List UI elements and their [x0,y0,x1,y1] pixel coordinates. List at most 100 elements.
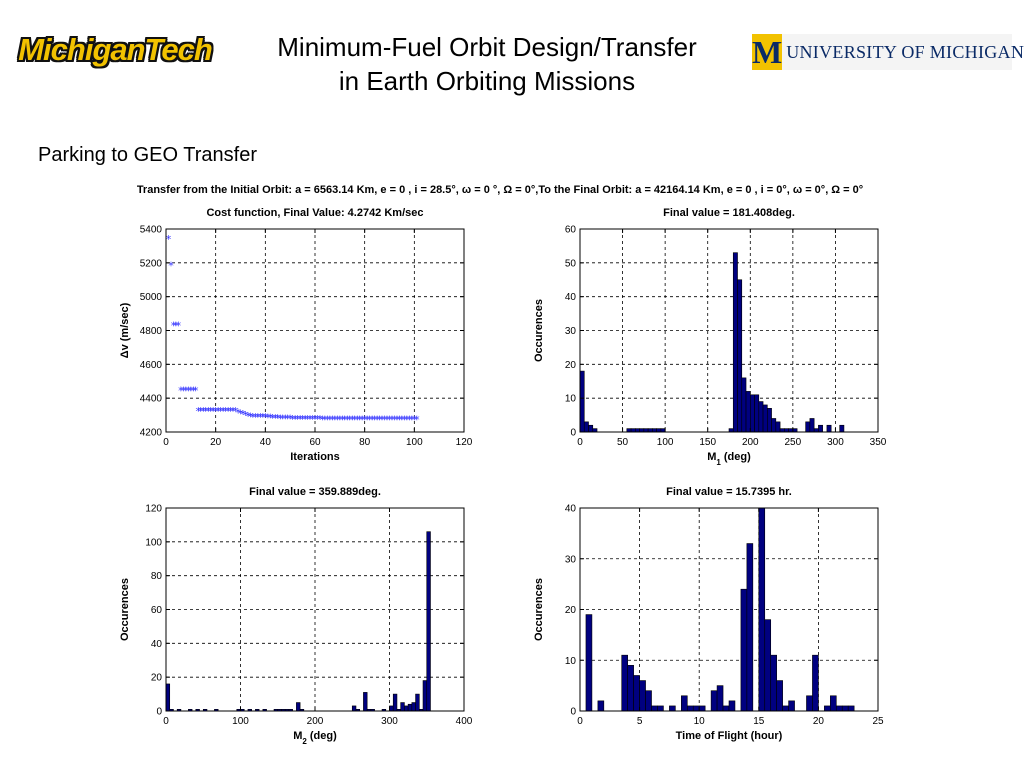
m2-ytick-label: 80 [151,571,163,582]
cost-point: * [218,405,224,418]
tof-ytick-label: 40 [565,504,577,515]
cost-point: * [280,412,286,425]
cost-point: * [392,413,398,426]
plot-title-tof: Final value = 15.7395 hr. [666,486,792,498]
tof-bar [633,675,640,712]
cost-point: * [330,413,336,426]
tof-bar [746,543,754,712]
cost-point: * [181,385,187,398]
cost-xtick-label: 100 [406,437,423,448]
m1-bar [639,428,645,433]
m1-xtick-label: 150 [699,437,716,448]
cost-point: * [260,411,266,424]
cost-point: * [285,412,291,425]
cost-point: * [322,413,328,426]
cost-ylabel: Δv (m/sec) [119,302,131,358]
cost-point: * [369,413,375,426]
cost-ytick-label: 5000 [140,292,163,303]
cost-point: * [315,413,321,426]
cost-point: * [282,412,288,425]
cost-point: * [255,411,261,424]
cost-point: * [277,412,283,425]
block-m-logo: M [752,33,783,70]
m1-bar [588,424,594,433]
cost-point: * [176,319,182,332]
m1-bar [647,428,653,433]
cost-point: * [258,411,264,424]
m1-bar [792,428,798,433]
m1-bar [754,394,760,433]
m2-bar [411,702,416,712]
cost-point: * [387,413,393,426]
cost-point: * [248,410,254,423]
m1-bar [583,421,589,433]
cost-point: * [317,413,323,426]
page-title: Minimum-Fuel Orbit Design/Transfer in Ea… [222,30,752,98]
m1-bar [818,424,823,433]
m2-xlabel-suffix: (deg) [307,730,337,742]
m1-xtick-label: 350 [870,437,887,448]
cost-point: * [203,405,209,418]
cost-point: * [382,413,388,426]
m1-bar [758,401,764,433]
cost-point: * [412,413,418,426]
cost-xtick-label: 80 [359,437,371,448]
cost-point: * [245,410,251,423]
cost-ytick-label: 4200 [140,428,163,439]
m1-bar [762,404,768,433]
cost-point: * [372,413,378,426]
cost-point: * [198,405,204,418]
m1-xtick-label: 50 [617,437,629,448]
m1-ytick-label: 60 [565,225,577,236]
cost-point: * [193,385,199,398]
m1-xtick-label: 200 [742,437,759,448]
cost-point: * [201,405,207,418]
tof-bar [585,614,593,712]
tof-ytick-label: 0 [570,707,576,718]
tof-bar [657,705,664,712]
tof-xtick-label: 15 [753,716,765,727]
m1-ytick-label: 30 [565,326,577,337]
cost-xtick-label: 0 [163,437,169,448]
m2-xtick-label: 400 [456,716,473,727]
m1-ytick-label: 10 [565,394,577,405]
cost-point: * [414,413,420,426]
m1-bar [630,428,636,433]
cost-point: * [287,413,293,426]
cost-point: * [347,413,353,426]
tof-xtick-label: 20 [813,716,825,727]
m1-xlabel-subscript: 1 [716,458,721,467]
m2-xlabel: M2 (deg) [293,730,337,746]
tof-bar [782,705,789,712]
cost-point: * [228,405,234,418]
tof-bar [812,654,819,712]
cost-point: * [394,413,400,426]
tof-xtick-label: 10 [694,716,706,727]
cost-point: * [292,413,298,426]
m1-bar [805,421,811,433]
m2-ytick-label: 20 [151,673,163,684]
university-of-michigan-logo: M UNIVERSITY OF MICHIGAN [752,33,1024,70]
m1-bar [771,418,777,433]
cost-point: * [327,413,333,426]
m1-bar [784,428,789,433]
tof-bar [645,690,652,712]
cost-ytick-label: 4800 [140,326,163,337]
cost-point: * [352,413,358,426]
cost-point: * [307,413,313,426]
m1-bar [839,424,845,433]
m1-xtick-label: 300 [827,437,844,448]
tof-bar [728,700,736,712]
tof-bar [788,700,795,712]
m1-bar [643,428,649,433]
m2-bar [389,705,394,712]
m2-ytick-label: 60 [151,605,163,616]
cost-point: * [404,413,410,426]
title-line-1: Minimum-Fuel Orbit Design/Transfer [277,32,697,62]
cost-point: * [374,413,380,426]
cost-point: * [191,385,197,398]
cost-point: * [225,405,231,418]
m1-bar [592,428,598,433]
m2-ytick-label: 0 [156,707,162,718]
